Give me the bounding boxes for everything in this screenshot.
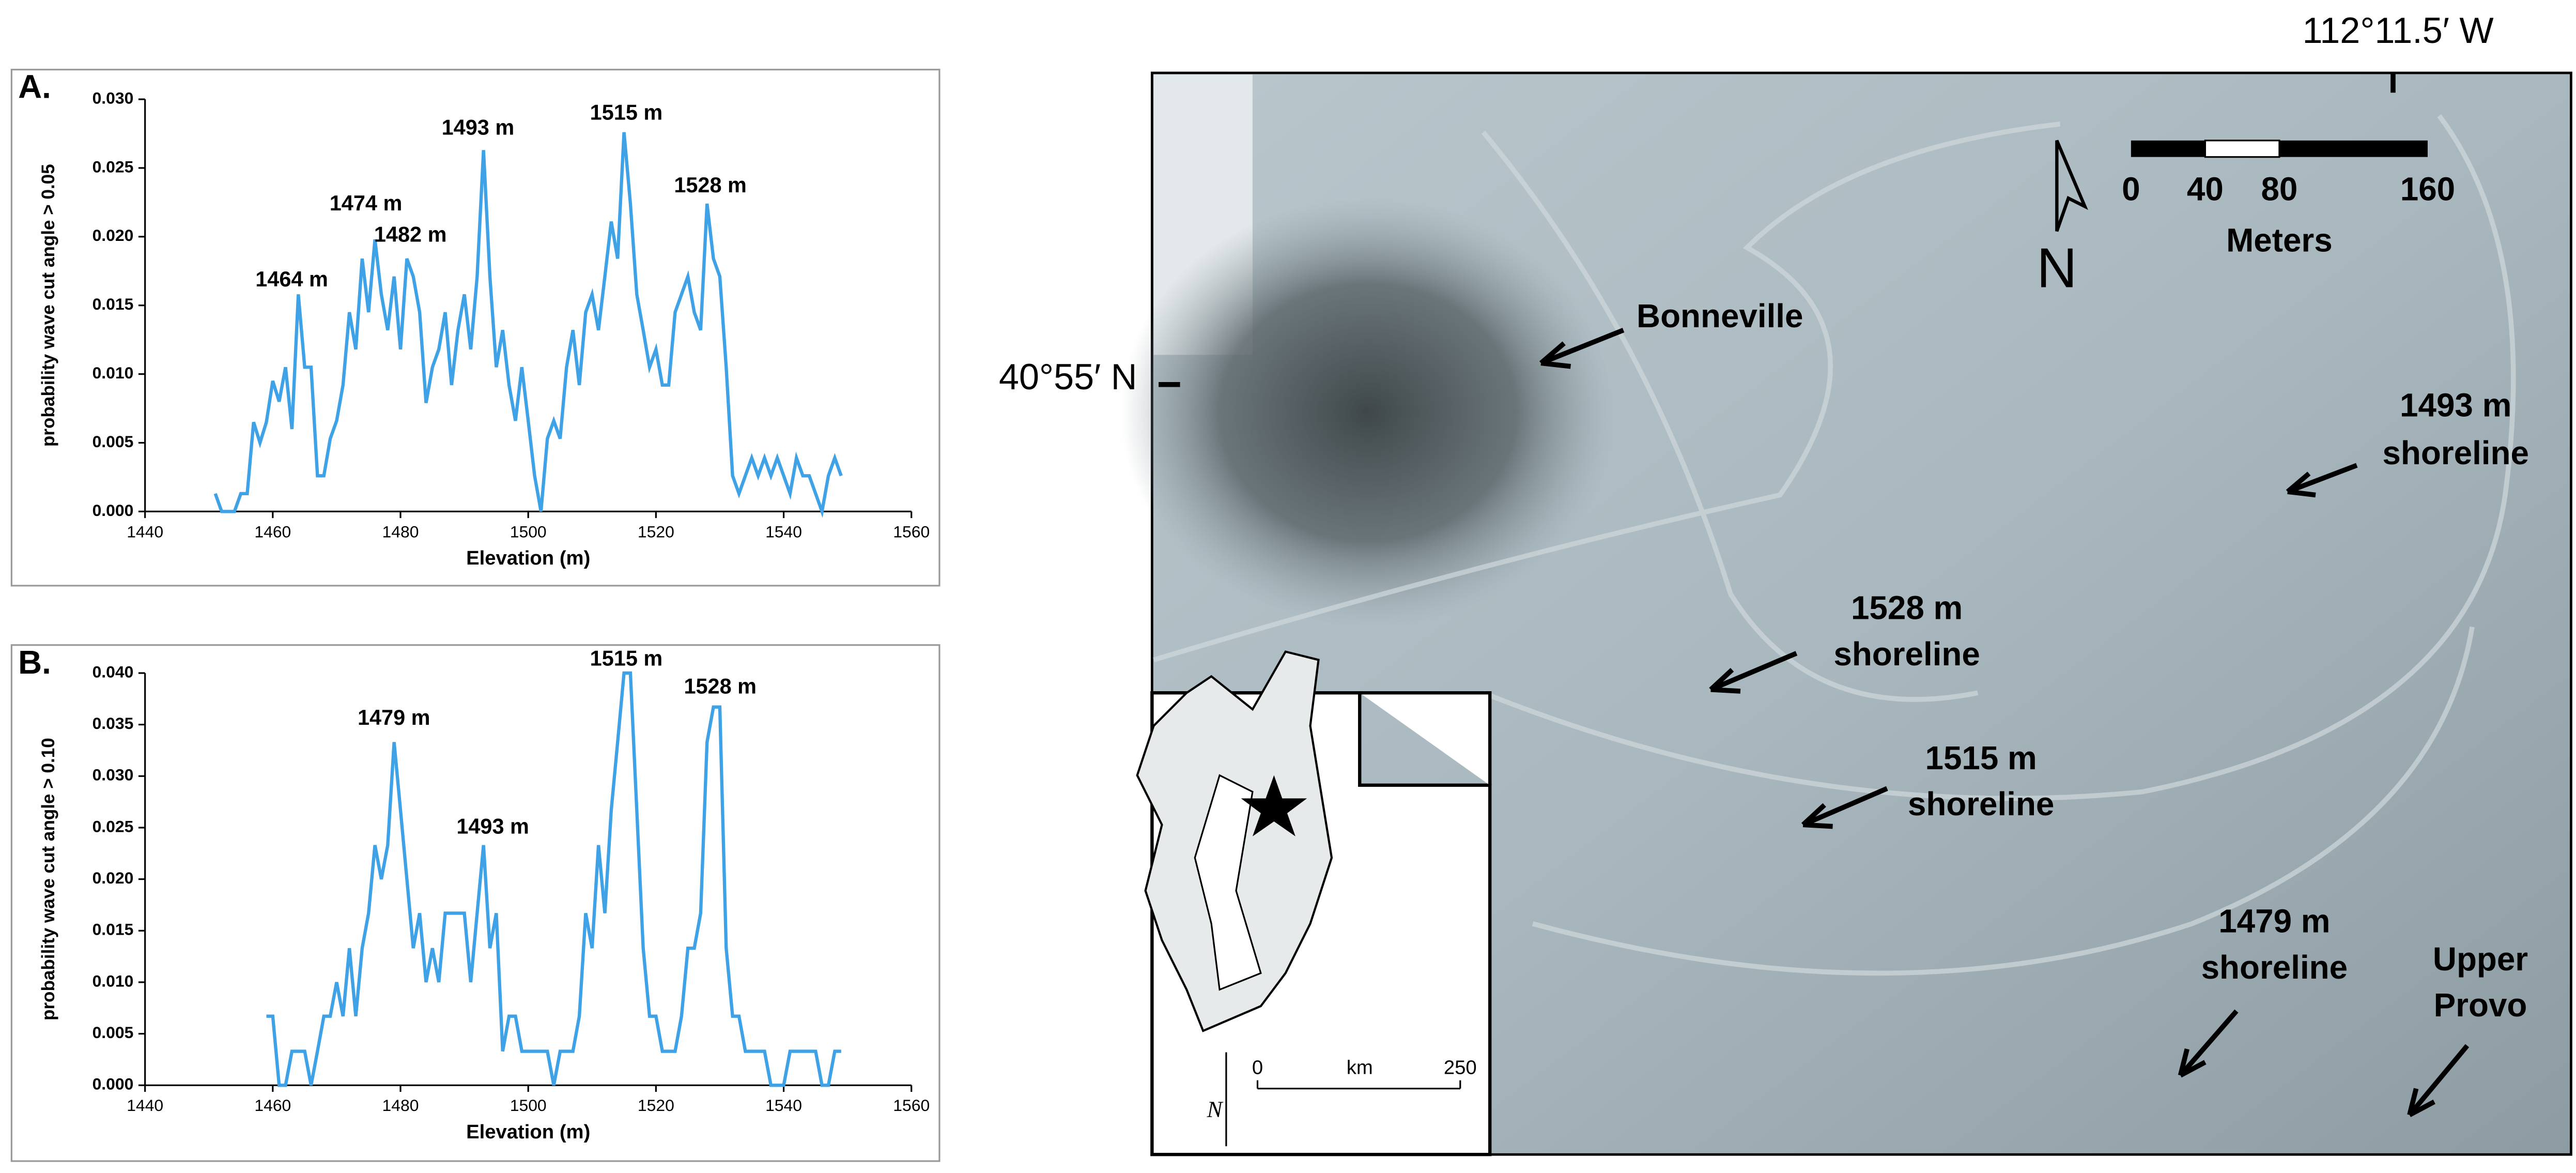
annotation: 1482 m: [374, 222, 447, 247]
x-tick-label: 1440: [127, 522, 163, 541]
chart: A. 0.000 0.005 0.010 0.015 0.020 0.025 0.030 144…: [10, 68, 940, 587]
coordinate-ticks: [1159, 73, 2396, 387]
y-tick-label: 0.025: [92, 157, 134, 176]
annotation: 1464 m: [255, 267, 328, 291]
y-tick-label: 0.035: [92, 714, 134, 733]
y-tick-label: 0.040: [92, 662, 134, 681]
annotation: 1528 m: [674, 173, 747, 197]
scale-tick-label: 80: [2261, 170, 2297, 207]
scale-bar: [2131, 140, 2428, 158]
x-tick-label: 1500: [510, 1096, 547, 1115]
map-label: 1493 m: [2400, 386, 2511, 423]
x-tick-label: 1440: [127, 1096, 163, 1115]
x-tick-label: 1560: [893, 522, 930, 541]
chart: B. 0.000 0.005 0.010 0.015 0.020 0.025 0.030 0.0…: [10, 644, 940, 1162]
x-tick-label: 1460: [254, 522, 291, 541]
annotation: 1479 m: [358, 705, 430, 729]
annotation: 1474 m: [330, 191, 403, 215]
map-label: shoreline: [2201, 949, 2348, 986]
x-tick-label: 1540: [765, 522, 802, 541]
annotation: 1515 m: [590, 100, 663, 125]
map-label: 1515 m: [1925, 739, 2037, 776]
y-tick-label: 0.005: [92, 1023, 134, 1042]
x-tick-label: 1520: [638, 522, 674, 541]
map-label: shoreline: [1833, 635, 1980, 673]
annotation: 1528 m: [684, 674, 757, 698]
y-tick-label: 0.010: [92, 971, 134, 990]
y-tick-label: 0.015: [92, 920, 134, 939]
terrain-ridges: [1153, 114, 2516, 976]
y-tick-label: 0.030: [92, 766, 134, 784]
y-tick-label: 0.020: [92, 869, 134, 887]
inset-north: N: [1207, 1096, 1224, 1122]
y-tick-label: 0.005: [92, 432, 134, 451]
map-label: 1528 m: [1851, 589, 1963, 627]
scale-unit: Meters: [2226, 221, 2333, 258]
x-tick-label: 1560: [893, 1096, 930, 1115]
y-tick-label: 0.025: [92, 817, 134, 835]
x-tick-label: 1520: [638, 1096, 674, 1115]
y-tick-label: 0.015: [92, 295, 134, 313]
annotation: 1493 m: [456, 814, 529, 839]
annotation: 1515 m: [590, 646, 663, 670]
x-axis-label: Elevation (m): [466, 1121, 590, 1143]
north-arrow: [2055, 140, 2088, 232]
x-tick-label: 1460: [254, 1096, 291, 1115]
y-tick-label: 0.000: [92, 501, 134, 520]
inset-unit: km: [1347, 1057, 1373, 1079]
map-label: Provo: [2434, 986, 2527, 1024]
chart-frame: [10, 69, 940, 587]
x-tick-label: 1540: [765, 1096, 802, 1115]
x-tick-label: 1480: [382, 1096, 419, 1115]
inset: [1136, 650, 1492, 1156]
north-label: N: [2037, 237, 2077, 299]
scale-tick-label: 40: [2187, 170, 2224, 207]
scale-tick-label: 160: [2400, 170, 2455, 207]
x-tick-label: 1480: [382, 522, 419, 541]
inset-tick-label: 0: [1252, 1057, 1263, 1079]
map-arrows: [1539, 328, 2470, 1117]
charts: A. 0.000 0.005 0.010 0.015 0.020 0.025 0.030 144…: [10, 68, 940, 1162]
chart-frame: [10, 644, 940, 1162]
y-tick-label: 0.000: [92, 1075, 134, 1093]
map-label: shoreline: [2382, 434, 2529, 471]
dark-hill: [1120, 198, 1615, 627]
y-tick-label: 0.020: [92, 226, 134, 245]
panel-label: B.: [18, 644, 51, 681]
annotation: 1493 m: [442, 115, 515, 139]
y-axis-label: probability wave cut angle > 0.10: [38, 738, 58, 1020]
x-tick-label: 1500: [510, 522, 547, 541]
map-label: Upper: [2433, 940, 2528, 978]
data-line: [213, 132, 843, 518]
panel-label: A.: [18, 68, 51, 105]
scale-tick-label: 0: [2122, 170, 2140, 207]
y-tick-label: 0.030: [92, 88, 134, 107]
y-tick-label: 0.010: [92, 363, 134, 382]
map-label: Bonneville: [1637, 297, 1803, 334]
longitude-label: 112°11.5′ W: [2302, 10, 2493, 51]
data-line: [266, 671, 841, 1087]
x-axis-label: Elevation (m): [466, 547, 590, 569]
latitude-label: 40°55′ N: [999, 356, 1137, 397]
map-label: shoreline: [1908, 785, 2055, 822]
y-axis-label: probability wave cut angle > 0.05: [38, 164, 58, 447]
inset-tick-label: 250: [1444, 1057, 1477, 1079]
map-label: 1479 m: [2218, 903, 2330, 940]
